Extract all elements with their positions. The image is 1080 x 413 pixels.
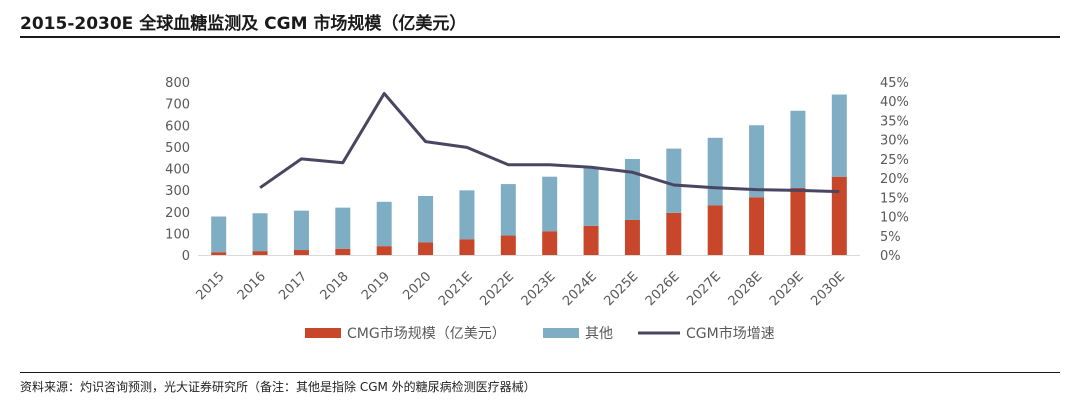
bar-cgm bbox=[252, 251, 268, 255]
bar-cgm bbox=[790, 187, 806, 255]
right-tick-label: 30% bbox=[880, 134, 909, 149]
legend: CMG市场规模（亿美元） 其他 CGM市场增速 bbox=[305, 325, 775, 342]
right-tick-label: 15% bbox=[880, 191, 909, 206]
bar-other bbox=[831, 94, 847, 177]
left-axis: 0 100 200 300 400 500 600 700 800 bbox=[165, 76, 190, 264]
bar-other bbox=[335, 207, 351, 249]
title-divider bbox=[20, 36, 1060, 38]
bar-cgm bbox=[666, 212, 682, 255]
bar-other bbox=[707, 137, 723, 206]
bar-cgm bbox=[707, 205, 723, 255]
right-tick-label: 35% bbox=[880, 114, 909, 129]
legend-label: CGM市场增速 bbox=[686, 325, 775, 342]
bar-cgm bbox=[211, 252, 227, 255]
bar-other bbox=[542, 176, 558, 232]
x-axis: 2015 2016 2017 2018 2019 2020 2021E 2022E 2023E 2… bbox=[194, 269, 849, 309]
left-tick-label: 100 bbox=[165, 227, 190, 242]
left-tick-label: 700 bbox=[165, 98, 190, 113]
x-tick-label: 2029E bbox=[767, 269, 807, 309]
bar-cgm bbox=[293, 250, 309, 255]
right-tick-label: 45% bbox=[880, 76, 909, 91]
bar-other bbox=[624, 158, 640, 220]
bar-other bbox=[790, 110, 806, 188]
source-note: 资料来源：灼识咨询预测，光大证券研究所（备注：其他是指除 CGM 外的糖尿病检测… bbox=[20, 380, 536, 394]
left-tick-label: 500 bbox=[165, 141, 190, 156]
bar-cgm bbox=[335, 248, 351, 255]
bar-cgm bbox=[418, 242, 434, 255]
bar-cgm bbox=[459, 239, 475, 255]
legend-label: CMG市场规模（亿美元） bbox=[347, 325, 506, 342]
left-tick-label: 300 bbox=[165, 184, 190, 199]
x-tick-label: 2025E bbox=[601, 269, 641, 309]
bar-other bbox=[252, 213, 268, 252]
right-tick-label: 10% bbox=[880, 211, 909, 226]
bar-other bbox=[666, 148, 682, 213]
right-tick-label: 40% bbox=[880, 95, 909, 110]
left-tick-label: 800 bbox=[165, 76, 190, 91]
bar-series bbox=[198, 94, 860, 256]
x-tick-label: 2018 bbox=[318, 269, 352, 303]
x-tick-label: 2015 bbox=[194, 269, 228, 303]
x-tick-label: 2026E bbox=[643, 269, 683, 309]
bar-cgm bbox=[376, 246, 392, 255]
bar-other bbox=[459, 190, 475, 240]
chart-area: 0 100 200 300 400 500 600 700 800 0% 5% 10% 15% 20% 2… bbox=[165, 76, 909, 342]
x-tick-label: 2021E bbox=[436, 269, 476, 309]
bar-other bbox=[376, 201, 392, 247]
x-tick-label: 2019 bbox=[359, 269, 393, 303]
bar-other bbox=[583, 167, 599, 226]
x-tick-label: 2016 bbox=[235, 269, 269, 303]
x-tick-label: 2022E bbox=[477, 269, 517, 309]
x-tick-label: 2023E bbox=[519, 269, 559, 309]
right-tick-label: 5% bbox=[880, 230, 901, 245]
x-tick-label: 2024E bbox=[560, 269, 600, 309]
bar-other bbox=[749, 125, 765, 198]
bar-other bbox=[500, 184, 516, 236]
bar-other bbox=[418, 195, 434, 243]
line-series bbox=[259, 92, 840, 194]
right-axis: 0% 5% 10% 15% 20% 25% 30% 35% 40% 45% bbox=[880, 76, 909, 264]
legend-swatch bbox=[305, 328, 341, 338]
right-tick-label: 25% bbox=[880, 153, 909, 168]
x-tick-label: 2017 bbox=[276, 269, 310, 303]
footer-divider bbox=[20, 372, 1060, 373]
left-tick-label: 600 bbox=[165, 119, 190, 134]
growth-line bbox=[259, 92, 840, 194]
x-tick-label: 2020 bbox=[400, 269, 434, 303]
bar-cgm bbox=[831, 176, 847, 255]
legend-label: 其他 bbox=[585, 326, 613, 342]
bar-cgm bbox=[749, 197, 765, 255]
x-tick-label: 2030E bbox=[808, 269, 848, 309]
left-tick-label: 0 bbox=[182, 249, 190, 264]
x-tick-label: 2027E bbox=[684, 269, 724, 309]
bar-cgm bbox=[500, 235, 516, 255]
right-tick-label: 20% bbox=[880, 172, 909, 187]
legend-swatch bbox=[543, 328, 579, 338]
left-tick-label: 200 bbox=[165, 206, 190, 221]
bar-cgm bbox=[583, 225, 599, 255]
bar-other bbox=[211, 216, 227, 253]
bar-other bbox=[293, 210, 309, 251]
x-tick-label: 2028E bbox=[726, 269, 766, 309]
left-tick-label: 400 bbox=[165, 163, 190, 178]
right-tick-label: 0% bbox=[880, 249, 901, 264]
chart-title: 2015-2030E 全球血糖监测及 CGM 市场规模（亿美元） bbox=[20, 14, 467, 34]
bar-cgm bbox=[624, 219, 640, 255]
bar-cgm bbox=[542, 231, 558, 255]
